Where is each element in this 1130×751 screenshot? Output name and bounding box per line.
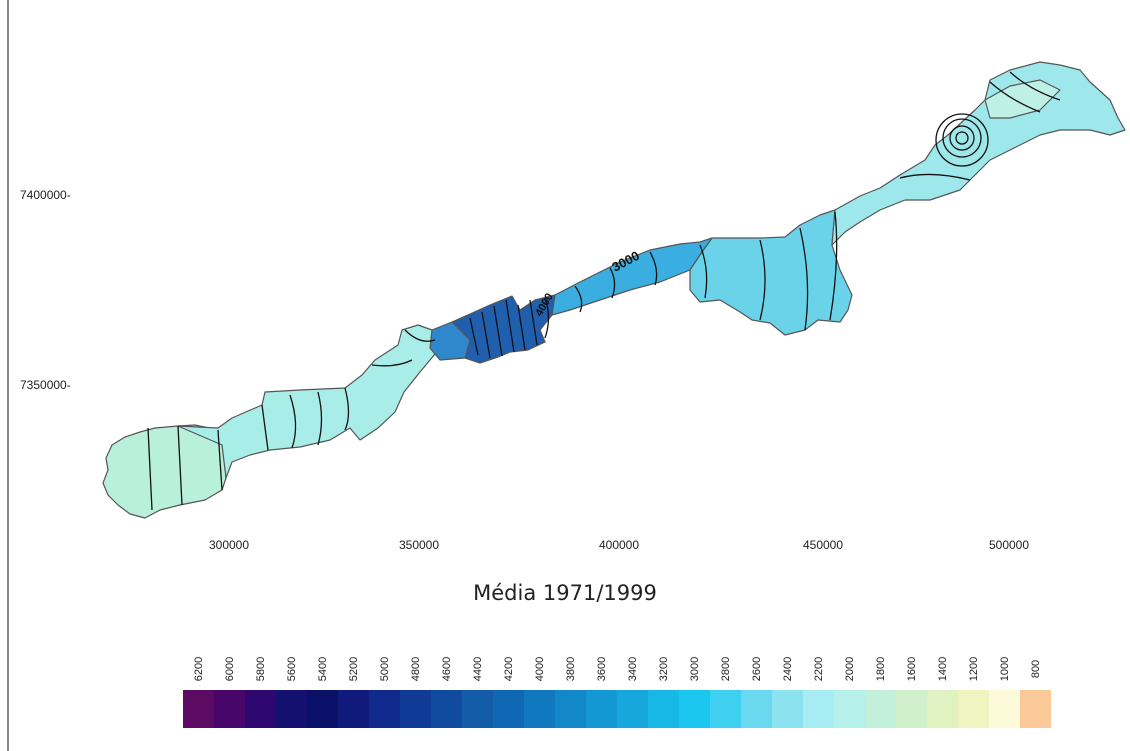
legend-label: 4200 [502, 656, 515, 682]
legend-label: 1200 [967, 656, 980, 682]
legend-label: 2600 [750, 656, 763, 682]
legend-label: 6000 [223, 656, 236, 682]
region-central-mid [429, 321, 471, 361]
legend-label: 2000 [843, 656, 856, 682]
legend-label: 4800 [409, 656, 422, 682]
region-west-2 [177, 324, 441, 479]
legend-swatch [400, 690, 431, 728]
legend-label: 5800 [254, 656, 267, 682]
coastal-region-shape [102, 61, 1126, 519]
legend-label: 2800 [719, 656, 732, 682]
y-tick-label: 7400000- [20, 188, 71, 202]
legend-swatch [1020, 690, 1051, 728]
legend-swatch [245, 690, 276, 728]
legend-swatch [989, 690, 1020, 728]
x-tick-label: 500000 [988, 538, 1030, 552]
legend-swatch [834, 690, 865, 728]
legend-label: 4600 [440, 656, 453, 682]
legend-swatch [307, 690, 338, 728]
legend-label: 1400 [936, 656, 949, 682]
region-northeast-light [984, 79, 1061, 119]
legend-label: 2400 [781, 656, 794, 682]
region-east [831, 61, 1126, 246]
legend-label: 3000 [688, 656, 701, 682]
x-tick-label: 300000 [208, 538, 250, 552]
legend-swatch [679, 690, 710, 728]
legend-label: 3600 [595, 656, 608, 682]
legend-label: 1000 [998, 656, 1011, 682]
legend-label: 5000 [378, 656, 391, 682]
color-legend-bar [183, 690, 1051, 728]
legend-swatch [493, 690, 524, 728]
legend-swatch [555, 690, 586, 728]
map-figure: 3000 4000 [102, 61, 1126, 519]
legend-label: 6200 [192, 656, 205, 682]
legend-swatch [772, 690, 803, 728]
left-border-line [7, 0, 9, 751]
legend-swatch [958, 690, 989, 728]
legend-swatch [369, 690, 400, 728]
legend-label: 3400 [626, 656, 639, 682]
legend-swatch [648, 690, 679, 728]
legend-label: 4400 [471, 656, 484, 682]
region-west-end [102, 424, 227, 519]
legend-label: 800 [1029, 659, 1042, 679]
y-tick-label: 7350000- [20, 378, 71, 392]
legend-swatch [865, 690, 896, 728]
legend-swatch [276, 690, 307, 728]
legend-swatch [803, 690, 834, 728]
legend-swatch [586, 690, 617, 728]
map-title: Média 1971/1999 [473, 581, 657, 605]
x-tick-label: 400000 [598, 538, 640, 552]
contour-lines [147, 71, 1061, 511]
legend-label: 5600 [285, 656, 298, 682]
legend-label: 5400 [316, 656, 329, 682]
legend-label: 1800 [874, 656, 887, 682]
legend-swatch [462, 690, 493, 728]
legend-swatch [524, 690, 555, 728]
x-tick-label: 450000 [802, 538, 844, 552]
legend-swatch [741, 690, 772, 728]
legend-swatch [431, 690, 462, 728]
legend-swatch [214, 690, 245, 728]
legend-label: 1600 [905, 656, 918, 682]
legend-label: 4000 [533, 656, 546, 682]
legend-label: 5200 [347, 656, 360, 682]
region-east-central [689, 209, 853, 336]
legend-swatch [617, 690, 648, 728]
legend-swatch [927, 690, 958, 728]
legend-label: 2200 [812, 656, 825, 682]
x-tick-label: 350000 [398, 538, 440, 552]
legend-swatch [896, 690, 927, 728]
legend-swatch [710, 690, 741, 728]
legend-swatch [338, 690, 369, 728]
legend-swatch [183, 690, 214, 728]
legend-label: 3200 [657, 656, 670, 682]
legend-label: 3800 [564, 656, 577, 682]
